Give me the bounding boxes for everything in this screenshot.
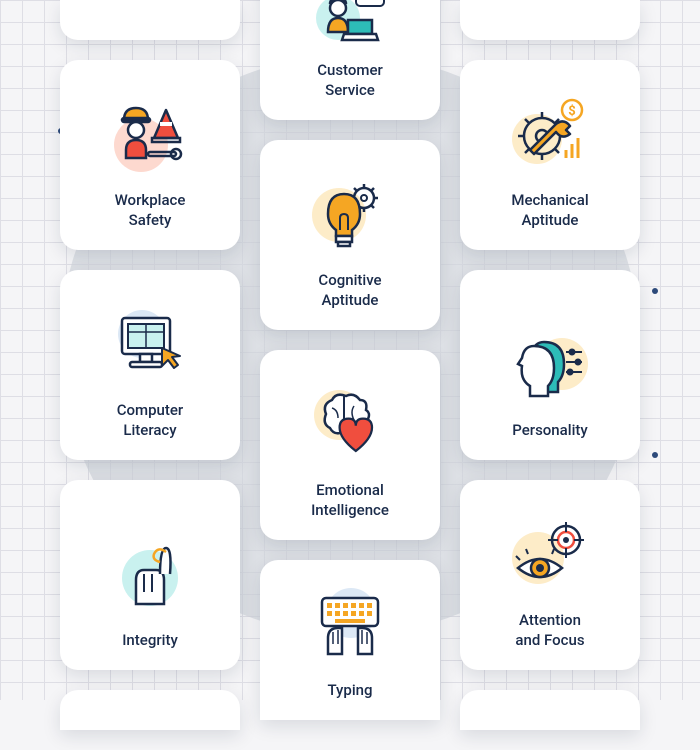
card-label: Integrity [122,630,178,650]
card-label: Mechanical Aptitude [511,190,588,231]
column-left: Workplace Safety Computer Literacy [60,0,240,750]
card-attention-focus[interactable]: Attention and Focus [460,480,640,670]
personality-icon [508,324,592,408]
attention-focus-icon [508,514,592,598]
card-label: Personality [512,420,587,440]
mechanical-aptitude-icon: $ [508,94,592,178]
card-label: Emotional Intelligence [311,480,389,521]
card-stub [460,690,640,730]
card-integrity[interactable]: Integrity [60,480,240,670]
card-stub [60,0,240,40]
computer-literacy-icon [108,304,192,388]
card-stub [460,0,640,40]
card-typing[interactable]: Typing [260,560,440,720]
card-personality[interactable]: Personality [460,270,640,460]
card-label: Cognitive Aptitude [318,270,381,311]
card-grid: Workplace Safety Computer Literacy [0,0,700,750]
card-label: Computer Literacy [117,400,183,441]
column-right: $ [460,0,640,750]
emotional-intelligence-icon [308,384,392,468]
workplace-safety-icon [108,94,192,178]
card-label: Customer Service [317,60,383,101]
card-customer-service[interactable]: Customer Service [260,0,440,120]
card-label: Typing [327,680,372,700]
card-mechanical-aptitude[interactable]: $ [460,60,640,250]
cognitive-aptitude-icon [308,174,392,258]
column-middle: Customer Service [260,0,440,720]
card-emotional-intelligence[interactable]: Emotional Intelligence [260,350,440,540]
card-label: Workplace Safety [115,190,186,231]
customer-service-icon [308,0,392,52]
card-cognitive-aptitude[interactable]: Cognitive Aptitude [260,140,440,330]
card-label: Attention and Focus [515,610,584,651]
typing-icon [308,584,392,668]
card-stub [60,690,240,730]
card-workplace-safety[interactable]: Workplace Safety [60,60,240,250]
integrity-icon [108,534,192,618]
card-computer-literacy[interactable]: Computer Literacy [60,270,240,460]
svg-text:$: $ [568,104,575,119]
